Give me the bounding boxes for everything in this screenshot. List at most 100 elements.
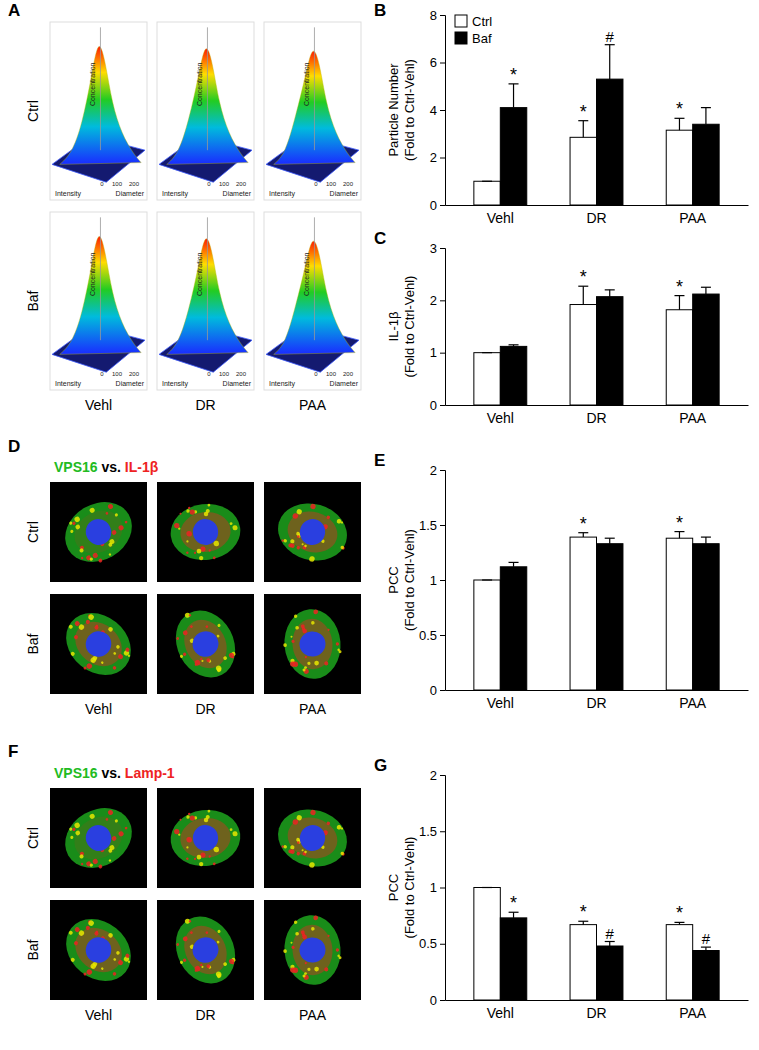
punctum	[72, 521, 77, 526]
error-bar	[583, 121, 584, 138]
annotations: ***##	[510, 893, 711, 947]
punctum	[213, 862, 216, 865]
y-tick-label: 1	[430, 880, 437, 895]
y-tick-mark	[440, 300, 445, 301]
punctum	[174, 829, 180, 835]
punctum	[184, 918, 191, 925]
diameter-tick-label: 200	[343, 371, 354, 377]
punctum	[108, 542, 113, 547]
x-tick: PAA	[679, 1005, 707, 1021]
y-axis-title-line: PCC	[386, 874, 401, 901]
punctum	[186, 857, 189, 860]
cell-body	[54, 490, 142, 573]
micrograph-background	[50, 594, 147, 694]
bar	[474, 181, 500, 205]
panel-label: E	[374, 451, 385, 470]
y-axis-line	[440, 249, 446, 406]
micrograph-background	[157, 900, 254, 1000]
x-axis: VehlDRPAA	[446, 1001, 749, 1021]
punctum	[206, 658, 211, 663]
diameter-tick-label: 200	[129, 371, 140, 377]
punctum	[297, 535, 300, 538]
cell	[280, 607, 343, 682]
punctum	[190, 625, 194, 629]
nucleus	[297, 516, 328, 548]
punctum	[194, 969, 197, 972]
punctum	[75, 524, 81, 530]
punctum	[73, 634, 79, 640]
y-tick: 2	[430, 463, 445, 478]
x-tick-label: DR	[586, 410, 606, 426]
axis-title: Intensity	[269, 380, 296, 388]
punctum	[114, 819, 118, 823]
chart-panel: CIL-1β(Fold to Ctrl-Vehl)0123VehlDRPAA**	[374, 229, 749, 426]
y-axis: 00.511.52	[419, 463, 446, 698]
x-tick-label: DR	[586, 695, 606, 711]
plot-background	[50, 212, 147, 390]
punctum	[217, 929, 221, 933]
panel-title-part: VPS16	[54, 765, 98, 781]
punctum	[107, 503, 114, 510]
image-cell	[157, 788, 254, 888]
nucleus	[81, 820, 116, 855]
cell-body	[164, 906, 246, 994]
punctum	[229, 828, 232, 831]
punctum	[338, 956, 341, 959]
punctum	[115, 644, 120, 649]
punctum	[229, 522, 232, 525]
bar	[597, 79, 623, 205]
micrograph-background	[50, 900, 147, 1000]
cell-body	[54, 906, 144, 993]
punctum	[94, 625, 100, 631]
punctum	[124, 826, 128, 830]
x-tick-label: Vehl	[487, 1005, 514, 1021]
x-axis-line	[446, 205, 749, 206]
micrograph-background	[264, 594, 361, 694]
punctum	[307, 968, 311, 972]
punctum	[292, 819, 299, 826]
significance-mark: #	[606, 28, 615, 45]
panel-label: G	[374, 756, 387, 775]
punctum	[200, 963, 203, 966]
punctum	[118, 524, 125, 531]
panel-title-part: Lamp-1	[121, 765, 175, 781]
significance-mark: #	[702, 930, 711, 947]
y-tick: 0	[430, 993, 445, 1008]
punctum	[70, 835, 74, 839]
punctum	[327, 629, 329, 631]
y-tick-mark	[440, 635, 445, 636]
punctum	[75, 830, 81, 836]
punctum	[302, 974, 305, 977]
punctum	[74, 620, 81, 627]
punctum	[117, 653, 124, 660]
punctum	[194, 663, 197, 666]
x-axis: VehlDRPAA	[446, 206, 749, 226]
y-tick-mark	[440, 110, 445, 111]
punctum	[105, 511, 109, 515]
x-tick: DR	[586, 210, 606, 226]
punctum	[283, 643, 287, 647]
punctum	[283, 539, 287, 543]
punctum	[189, 509, 195, 515]
y-tick-mark	[440, 405, 445, 406]
punctum	[232, 831, 238, 837]
cell-body	[54, 796, 142, 879]
error-bar-cap	[482, 181, 492, 182]
bar	[597, 946, 623, 1000]
punctum	[290, 845, 295, 850]
x-tick: Vehl	[487, 410, 514, 426]
legend-label: Ctrl	[472, 14, 492, 29]
punctum	[324, 967, 328, 971]
punctum	[179, 960, 183, 964]
micrograph-background	[50, 482, 147, 582]
y-tick-label: 0	[430, 398, 437, 413]
punctum	[326, 515, 330, 519]
punctum	[92, 552, 99, 559]
punctum	[338, 650, 341, 653]
significance-mark: *	[580, 102, 587, 122]
punctum	[310, 809, 317, 816]
punctum	[186, 815, 190, 819]
bar	[666, 925, 692, 1000]
diameter-tick-label: 200	[129, 181, 140, 187]
punctum	[305, 962, 307, 964]
